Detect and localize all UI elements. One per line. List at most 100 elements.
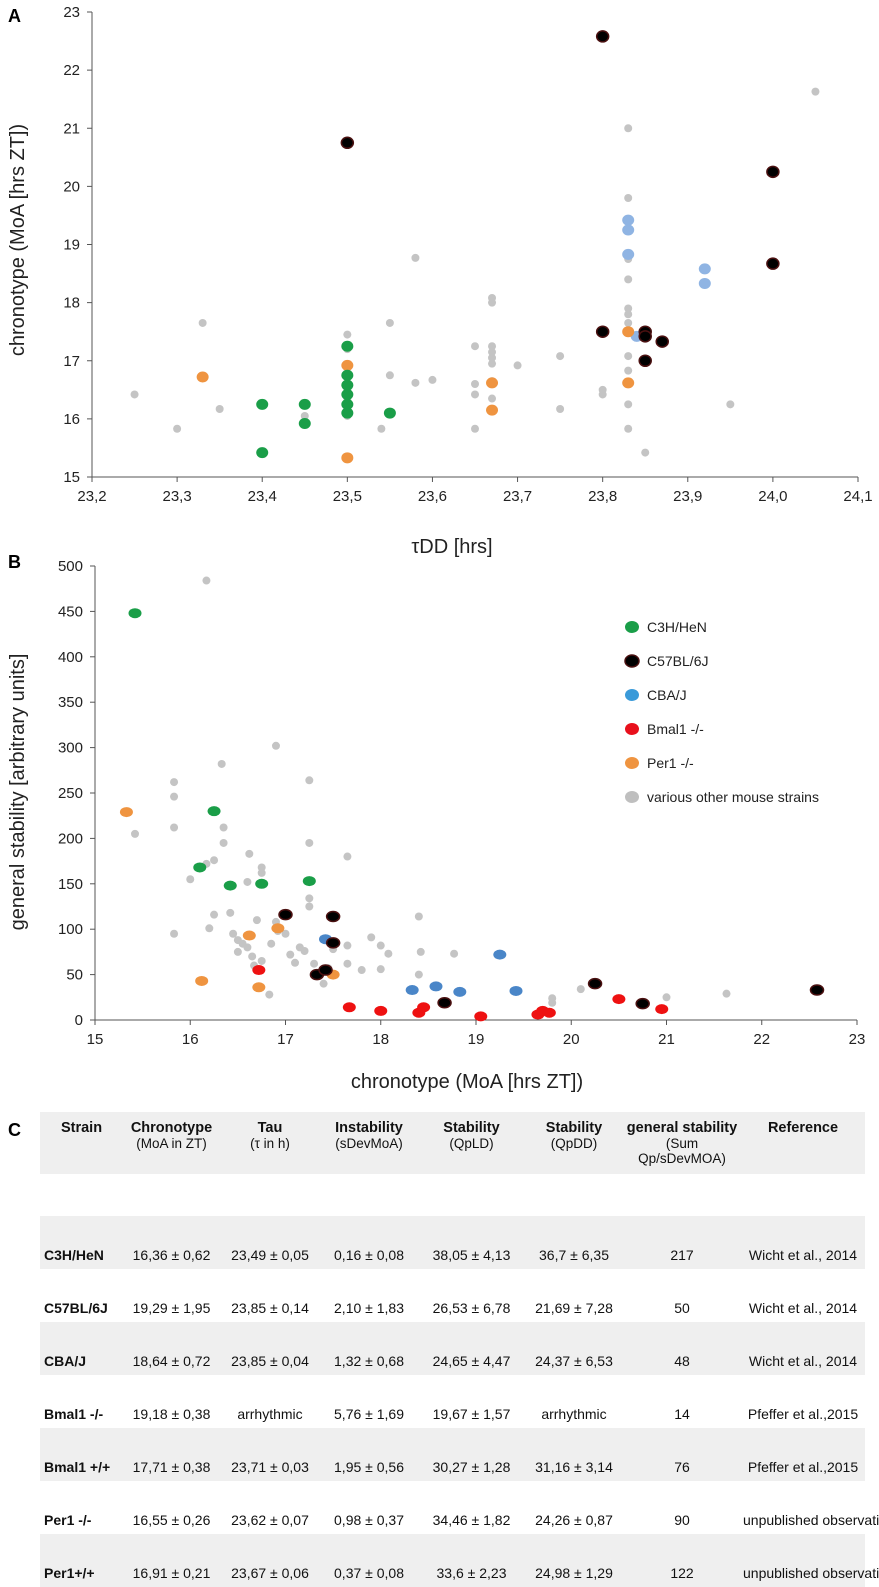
point-c3h-hen (341, 407, 354, 419)
x-tick-label: 21 (658, 1031, 675, 1048)
point-various-other-mouse-strains (343, 852, 352, 861)
y-tick-label: 250 (58, 785, 83, 802)
column-header: Strain (40, 1112, 123, 1174)
point-various-other-mouse-strains (367, 933, 376, 942)
x-tick-label: 23,8 (588, 488, 617, 505)
table-cell: Pfeffer et al.,2015 (741, 1428, 865, 1481)
table-cell: 36,7 ± 6,35 (525, 1216, 623, 1269)
column-header-unit: (QpDD) (550, 1136, 598, 1151)
point-various-other-mouse-strains (170, 929, 179, 938)
point-cba-j (622, 214, 635, 226)
column-header-title: general stability (626, 1120, 738, 1136)
x-tick-label: 17 (277, 1031, 294, 1048)
point-cba-j (622, 248, 635, 260)
point-various-other-mouse-strains (414, 970, 423, 979)
table-cell: 16,36 ± 0,62 (123, 1216, 220, 1269)
table-cell: 23,85 ± 0,14 (231, 1300, 309, 1316)
table-cell: 23,67 ± 0,06 (220, 1534, 320, 1587)
point-various-other-mouse-strains (548, 998, 557, 1007)
point-various-other-mouse-strains (243, 877, 252, 886)
point-bmal1 (342, 1002, 356, 1013)
point-per1 (486, 377, 499, 389)
point-various-other-mouse-strains (411, 253, 420, 262)
x-tick-label: 24,0 (758, 488, 787, 505)
legend-label: various other mouse strains (647, 789, 819, 805)
table-row: Bmal1 +/+ 17,71 ± 0,38 23,71 ± 0,03 1,95 ± … (40, 1428, 865, 1481)
point-c57bl-6j (638, 330, 652, 343)
point-various-other-mouse-strains (488, 342, 497, 351)
table-cell: 122 (623, 1534, 741, 1587)
table-cell: Wicht et al., 2014 (741, 1322, 865, 1375)
y-tick-label: 400 (58, 649, 83, 666)
y-tick-label: 150 (58, 876, 83, 893)
point-c57bl-6j (638, 354, 652, 367)
column-header-unit: (τ in h) (250, 1136, 290, 1151)
column-header: Reference (741, 1112, 865, 1174)
point-c3h-hen (341, 369, 354, 381)
point-c57bl-6j (809, 984, 825, 996)
strain-name-cell: C57BL/6J (44, 1300, 108, 1316)
table-cell: 90 (674, 1512, 690, 1528)
table-cell: 23,49 ± 0,05 (220, 1216, 320, 1269)
point-c57bl-6j (318, 964, 333, 976)
column-header-title: Stability (443, 1120, 500, 1136)
point-c3h-hen (298, 418, 311, 430)
point-various-other-mouse-strains (170, 778, 179, 787)
legend-label: CBA/J (647, 687, 687, 703)
table-cell: 24,65 ± 4,47 (418, 1322, 525, 1375)
point-c57bl-6j (340, 136, 355, 150)
x-tick-label: 23,5 (333, 488, 362, 505)
point-various-other-mouse-strains (170, 792, 179, 801)
table-cell: 48 (623, 1322, 741, 1375)
point-c3h-hen (302, 876, 316, 887)
point-various-other-mouse-strains (624, 310, 633, 319)
point-bmal1 (474, 1011, 488, 1022)
point-per1 (119, 807, 133, 818)
x-tick-label: 19 (468, 1031, 485, 1048)
column-header: Instability (sDevMoA) (320, 1112, 418, 1174)
column-header-title: Chronotype (130, 1120, 213, 1136)
table-cell: 0,37 ± 0,08 (320, 1534, 418, 1587)
point-c3h-hen (193, 862, 207, 873)
x-tick-label: 23,3 (163, 488, 192, 505)
y-tick-label: 0 (75, 1012, 83, 1029)
y-tick-label: 19 (63, 237, 80, 254)
point-various-other-mouse-strains (624, 304, 633, 313)
table-cell: 24,26 ± 0,87 (535, 1512, 613, 1528)
x-tick-label: 23,7 (503, 488, 532, 505)
legend-marker-c57bl-6j (624, 654, 640, 668)
y-tick-label: 500 (58, 558, 83, 575)
point-various-other-mouse-strains (376, 941, 385, 950)
point-various-other-mouse-strains (305, 776, 314, 785)
panel-a-points (130, 30, 820, 464)
table-cell: 14 (674, 1406, 690, 1422)
table-cell: 19,18 ± 0,38 (132, 1406, 211, 1422)
point-c57bl-6j (766, 257, 780, 270)
point-various-other-mouse-strains (488, 353, 497, 362)
point-various-other-mouse-strains (624, 194, 633, 202)
point-various-other-mouse-strains (257, 868, 266, 877)
point-per1 (486, 404, 499, 416)
table-cell: 30,27 ± 1,28 (418, 1428, 525, 1481)
point-c3h-hen (207, 806, 221, 817)
table-cell: 1,95 ± 0,56 (320, 1428, 418, 1481)
point-various-other-mouse-strains (215, 404, 224, 413)
point-various-other-mouse-strains (471, 390, 479, 399)
point-various-other-mouse-strains (300, 411, 309, 420)
table-cell: 217 (623, 1216, 741, 1269)
point-cba-j (405, 985, 419, 996)
point-various-other-mouse-strains (416, 947, 425, 956)
point-various-other-mouse-strains (305, 894, 314, 903)
table-cell: 38,05 ± 4,13 (418, 1216, 525, 1269)
data-table-container: Strain Chronotype (MoA in ZT) Tau (τ in h) In… (40, 1112, 879, 1587)
figure: A 23,2 23,3 23,4 23,5 23,6 23,7 23,8 23,9 24,0 24… (7, 4, 873, 1140)
point-c57bl-6j (595, 30, 610, 43)
table-row: Bmal1 -/- 19,18 ± 0,38 arrhythmic 5,76 ± 1,… (40, 1375, 865, 1428)
point-various-other-mouse-strains (471, 424, 479, 433)
point-various-other-mouse-strains (291, 958, 300, 967)
y-tick-label: 350 (58, 694, 83, 711)
table-cell: Pfeffer et al.,2015 (747, 1406, 859, 1422)
point-per1 (196, 371, 209, 383)
point-various-other-mouse-strains (310, 959, 319, 968)
panel-b-ylabel: general stability [arbitrary units] (7, 654, 29, 931)
